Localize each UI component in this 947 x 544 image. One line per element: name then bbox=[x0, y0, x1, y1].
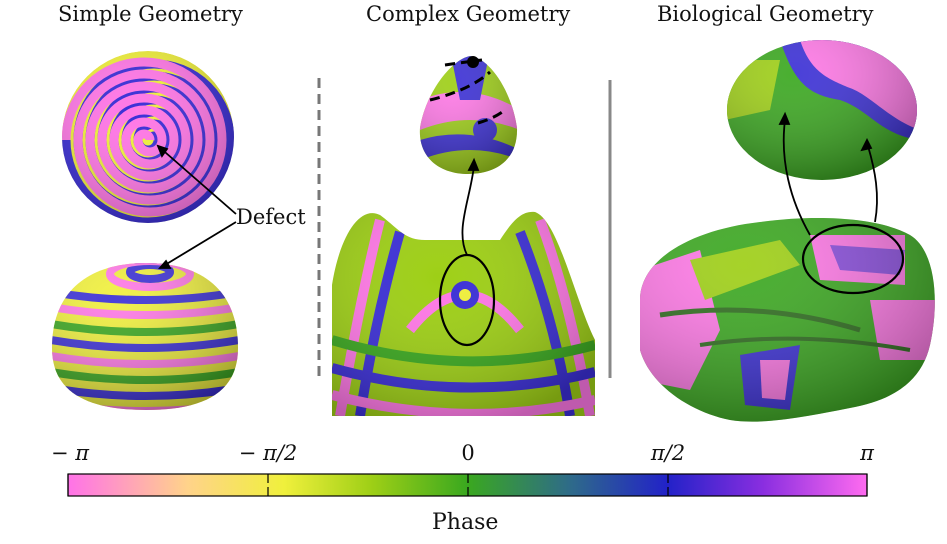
defect-arrows bbox=[156, 144, 237, 269]
title-biological-geometry: Biological Geometry bbox=[657, 2, 874, 26]
tick-label-zero: 0 bbox=[461, 441, 475, 465]
droplet-dashed-lines bbox=[429, 58, 506, 125]
droplet-surface bbox=[419, 56, 518, 174]
brain-zoom-oval bbox=[727, 40, 917, 180]
defect-label: Defect bbox=[236, 205, 306, 229]
complex-zoom-arrow bbox=[461, 157, 480, 256]
colorbar-label: Phase bbox=[432, 510, 499, 535]
title-complex-geometry: Complex Geometry bbox=[366, 2, 571, 26]
brain-zoom-arrows bbox=[778, 111, 878, 236]
tick-label-neg-pi: − π bbox=[50, 441, 90, 465]
complex-surface bbox=[332, 211, 595, 416]
colorbar-tick-marks bbox=[67, 474, 868, 496]
tick-label-half-pi: π/2 bbox=[650, 441, 686, 465]
striped-hemisphere bbox=[52, 263, 238, 410]
tick-label-pi: π bbox=[860, 441, 874, 465]
title-simple-geometry: Simple Geometry bbox=[58, 2, 243, 26]
tick-label-neg-half-pi: − π/2 bbox=[238, 441, 298, 465]
droplet-pole-marker bbox=[467, 56, 479, 68]
brain-defect-ellipse bbox=[801, 223, 905, 295]
cortex-surface bbox=[640, 218, 935, 422]
spiral-disk bbox=[62, 51, 234, 223]
